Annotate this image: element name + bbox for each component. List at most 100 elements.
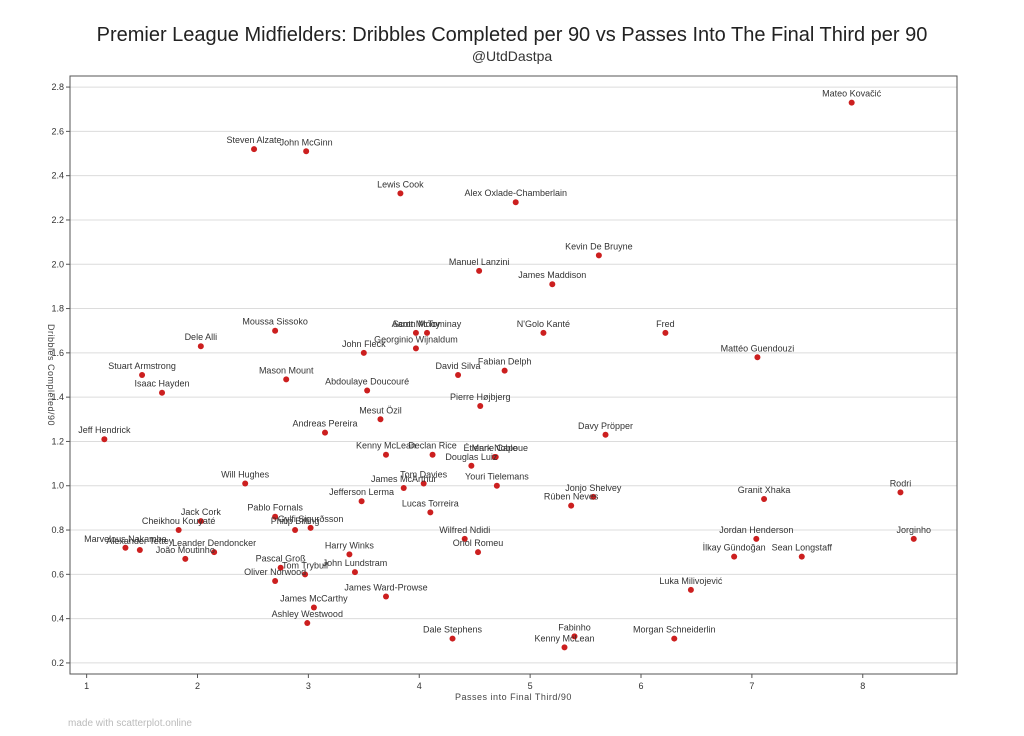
x-tick-label: 8 <box>860 681 865 691</box>
data-point[interactable] <box>475 549 482 556</box>
data-point[interactable] <box>602 431 609 438</box>
data-point[interactable] <box>427 509 434 516</box>
data-point[interactable] <box>461 535 468 542</box>
data-point[interactable] <box>358 498 365 505</box>
point-label: Kenny McLean <box>356 441 416 451</box>
data-point[interactable] <box>449 635 456 642</box>
data-point[interactable] <box>476 267 483 274</box>
data-point[interactable] <box>251 146 258 153</box>
data-point[interactable] <box>662 329 669 336</box>
point-label: James McArthur <box>371 474 437 484</box>
y-tick-label: 2.8 <box>51 82 64 92</box>
data-point[interactable] <box>424 329 431 336</box>
data-point[interactable] <box>468 462 475 469</box>
point-label: David Silva <box>436 361 481 371</box>
data-point[interactable] <box>493 482 500 489</box>
data-point[interactable] <box>101 436 108 443</box>
data-point[interactable] <box>310 604 317 611</box>
data-point[interactable] <box>501 367 508 374</box>
point-label: Lewis Cook <box>377 179 424 189</box>
data-point[interactable] <box>512 199 519 206</box>
data-point[interactable] <box>412 329 419 336</box>
data-point[interactable] <box>346 551 353 558</box>
data-point[interactable] <box>731 553 738 560</box>
data-point[interactable] <box>377 416 384 423</box>
credit-text: made with scatterplot.online <box>68 718 192 729</box>
data-point[interactable] <box>571 633 578 640</box>
point-label: Isaac Hayden <box>135 379 190 389</box>
data-point[interactable] <box>477 403 484 410</box>
data-point[interactable] <box>397 190 404 197</box>
y-axis-label: Dribbles Completed/90 <box>46 324 56 426</box>
point-label: Mark Noble <box>472 443 518 453</box>
data-point[interactable] <box>897 489 904 496</box>
data-point[interactable] <box>910 535 917 542</box>
data-point[interactable] <box>272 513 279 520</box>
data-point[interactable] <box>139 372 146 378</box>
data-point[interactable] <box>429 451 436 458</box>
data-point[interactable] <box>671 635 678 642</box>
point-label: Philip Billing <box>271 516 320 526</box>
y-tick-label: 1.4 <box>51 392 64 402</box>
data-point[interactable] <box>122 544 129 551</box>
data-point[interactable] <box>277 564 284 571</box>
data-point[interactable] <box>136 546 143 553</box>
point-label: Rúben Neves <box>544 492 599 502</box>
chart-title: Premier League Midfielders: Dribbles Com… <box>96 24 928 46</box>
data-point[interactable] <box>197 518 204 525</box>
data-point[interactable] <box>304 620 311 627</box>
data-point[interactable] <box>595 252 602 259</box>
x-tick-label: 6 <box>638 681 643 691</box>
data-point[interactable] <box>182 555 189 562</box>
x-tick-label: 2 <box>195 681 200 691</box>
data-point[interactable] <box>322 429 329 436</box>
data-point[interactable] <box>159 389 166 396</box>
data-point[interactable] <box>687 586 694 593</box>
data-point[interactable] <box>175 527 182 534</box>
data-point[interactable] <box>400 484 407 491</box>
point-label: Oliver Norwood <box>244 567 306 577</box>
x-axis-ticks: 1 2 3 4 5 6 7 8 <box>84 674 865 691</box>
data-point[interactable] <box>292 527 299 534</box>
data-point[interactable] <box>798 553 805 560</box>
data-point[interactable] <box>364 387 371 394</box>
data-point[interactable] <box>272 327 279 334</box>
point-label: Kevin De Bruyne <box>565 241 633 251</box>
point-label: Mattéo Guendouzi <box>721 343 795 353</box>
data-point[interactable] <box>272 577 279 584</box>
point-label: Scott McTominay <box>393 319 462 329</box>
data-point[interactable] <box>549 281 556 288</box>
point-label: Oriol Romeu <box>453 538 504 548</box>
data-point[interactable] <box>360 349 367 356</box>
data-point[interactable] <box>382 593 389 600</box>
data-point[interactable] <box>754 354 761 361</box>
data-point[interactable] <box>761 496 768 503</box>
data-point[interactable] <box>307 524 314 531</box>
y-tick-label: 1.2 <box>51 436 64 446</box>
data-point[interactable] <box>455 372 462 378</box>
data-point[interactable] <box>382 451 389 458</box>
data-point[interactable] <box>351 569 358 576</box>
data-point[interactable] <box>753 535 760 542</box>
data-point[interactable] <box>568 502 575 509</box>
data-point[interactable] <box>590 493 597 500</box>
x-tick-label: 3 <box>306 681 311 691</box>
data-point[interactable] <box>283 376 290 383</box>
point-label: Mateo Kovačić <box>822 89 882 99</box>
data-point[interactable] <box>412 345 419 352</box>
data-point[interactable] <box>561 644 568 651</box>
data-point[interactable] <box>420 480 427 487</box>
data-point[interactable] <box>197 343 204 350</box>
y-tick-label: 1.0 <box>51 481 64 491</box>
data-point[interactable] <box>848 99 855 106</box>
data-point[interactable] <box>211 549 218 556</box>
data-point[interactable] <box>540 329 547 336</box>
point-label: Pablo Fornals <box>247 503 303 513</box>
point-label: Fabian Delph <box>478 357 532 367</box>
data-point[interactable] <box>491 453 498 460</box>
data-point[interactable] <box>303 148 310 155</box>
point-label: Aaron Mooy <box>392 319 441 329</box>
data-point[interactable] <box>242 480 249 487</box>
data-point[interactable] <box>302 571 309 578</box>
point-label: Jonjo Shelvey <box>565 483 622 493</box>
